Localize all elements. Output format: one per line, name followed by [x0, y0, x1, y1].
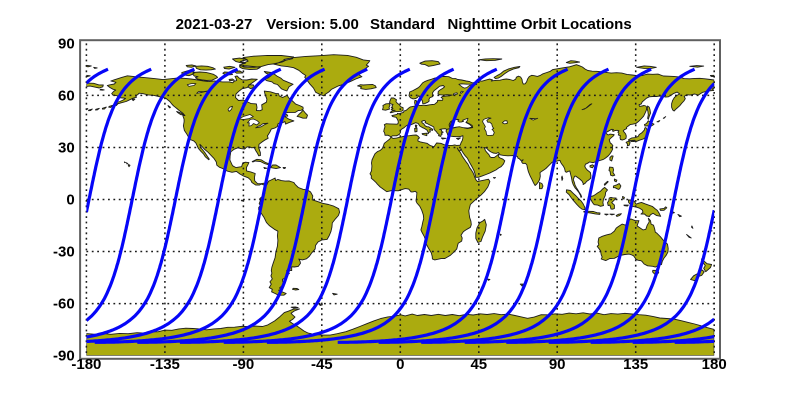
svg-text:-90: -90 — [53, 348, 75, 365]
svg-text:-30: -30 — [53, 243, 75, 260]
svg-text:60: 60 — [58, 87, 75, 104]
svg-text:-90: -90 — [233, 356, 255, 373]
svg-text:Nighttime Orbit Locations: Nighttime Orbit Locations — [448, 16, 632, 33]
svg-text:Standard: Standard — [370, 16, 435, 33]
svg-text:-180: -180 — [71, 356, 101, 373]
svg-text:45: 45 — [470, 356, 487, 373]
svg-text:Version: 5.00: Version: 5.00 — [266, 16, 359, 33]
svg-text:-60: -60 — [53, 296, 75, 313]
svg-text:90: 90 — [549, 356, 566, 373]
svg-text:135: 135 — [623, 356, 648, 373]
svg-text:0: 0 — [396, 356, 404, 373]
svg-text:180: 180 — [702, 356, 727, 373]
svg-text:-45: -45 — [311, 356, 333, 373]
svg-text:-135: -135 — [150, 356, 180, 373]
svg-text:30: 30 — [58, 139, 75, 156]
svg-text:0: 0 — [66, 191, 74, 208]
svg-text:2021-03-27: 2021-03-27 — [176, 16, 253, 33]
svg-text:90: 90 — [58, 35, 75, 52]
